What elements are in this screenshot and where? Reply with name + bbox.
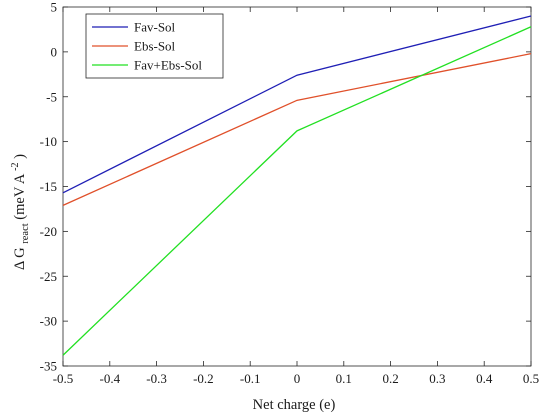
y-tick-label: 5 bbox=[51, 0, 58, 15]
x-tick-label: 0.1 bbox=[336, 371, 352, 386]
x-tick-label: 0 bbox=[294, 371, 301, 386]
legend: Fav-Sol Ebs-Sol Fav+Ebs-Sol bbox=[85, 13, 224, 79]
y-tick-label: -15 bbox=[40, 179, 57, 194]
y-axis-title-exponent: -2 bbox=[10, 162, 21, 170]
legend-label-ebs-sol: Ebs-Sol bbox=[134, 39, 176, 54]
x-tick-label: 0.4 bbox=[476, 371, 493, 386]
y-axis-title-units-close: ) bbox=[12, 154, 28, 159]
y-tick-label: -25 bbox=[40, 269, 57, 284]
y-tick-label: -5 bbox=[46, 89, 57, 104]
y-axis-title-prefix: Δ G bbox=[12, 247, 28, 270]
x-tick-label: -0.3 bbox=[146, 371, 167, 386]
x-tick-label: -0.5 bbox=[53, 371, 74, 386]
x-tick-label: 0.3 bbox=[429, 371, 445, 386]
x-tick-label: 0.5 bbox=[523, 371, 539, 386]
y-axis-title: Δ G react (meV A -2 ) bbox=[6, 154, 32, 270]
y-axis-title-units: (meV A bbox=[12, 173, 28, 220]
x-tick-label: 0.2 bbox=[382, 371, 398, 386]
legend-label-fav-ebs-sol: Fav+Ebs-Sol bbox=[134, 58, 202, 73]
x-axis-title: Net charge (e) bbox=[253, 397, 336, 413]
y-tick-label: -35 bbox=[40, 359, 57, 374]
y-tick-label: -10 bbox=[40, 134, 57, 149]
x-tick-label: -0.2 bbox=[193, 371, 214, 386]
y-tick-label: 0 bbox=[51, 44, 58, 59]
legend-label-fav-sol: Fav-Sol bbox=[134, 20, 176, 35]
y-tick-label: -20 bbox=[40, 224, 57, 239]
y-axis-title-subscript: react bbox=[20, 223, 31, 243]
x-tick-label: -0.4 bbox=[100, 371, 121, 386]
x-tick-label: -0.1 bbox=[240, 371, 261, 386]
y-tick-label: -30 bbox=[40, 314, 57, 329]
